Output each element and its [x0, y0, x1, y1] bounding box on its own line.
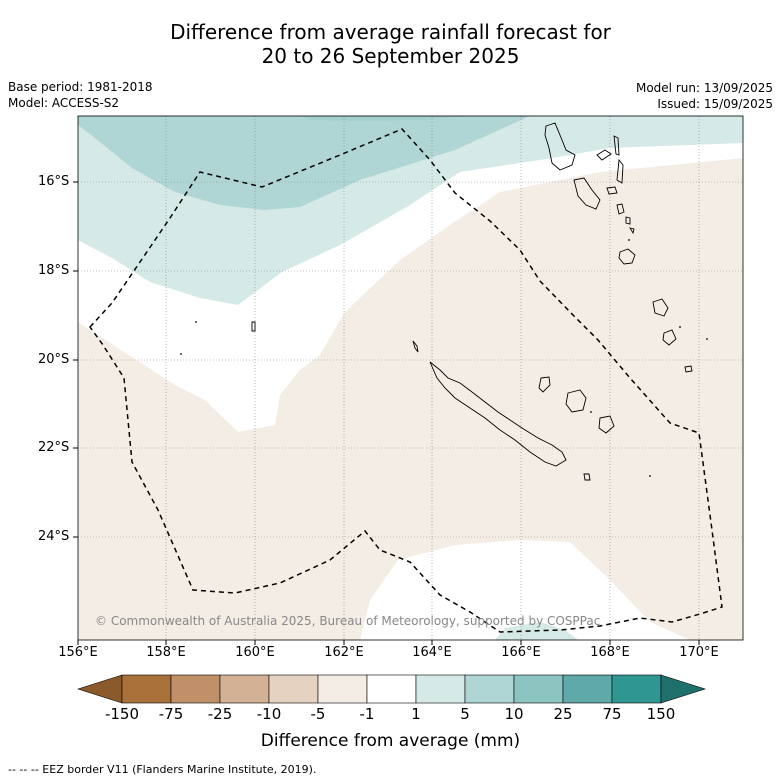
- epi-island: [616, 203, 625, 215]
- meta-right: Model run: 13/09/2025 Issued: 15/09/2025: [636, 80, 773, 112]
- colorbar-segment: [513, 674, 564, 704]
- pentecost-island: [616, 158, 624, 184]
- model-run: Model run: 13/09/2025: [635, 81, 773, 95]
- lat-label: 24°S: [38, 529, 70, 544]
- colorbar-segment: [317, 674, 368, 704]
- ambrym-island: [606, 186, 618, 195]
- lat-label: 22°S: [38, 440, 70, 455]
- colorbar-segment: [268, 674, 319, 704]
- small-islet: [195, 321, 197, 323]
- lifou-island: [565, 389, 587, 413]
- belep-islands: [412, 340, 419, 353]
- colorbar-tick-label: 25: [553, 705, 573, 723]
- small-islet: [706, 338, 708, 340]
- title-line-1: Difference from average rainfall forecas…: [170, 20, 611, 44]
- colorbar-tick-label: 5: [460, 705, 470, 723]
- lat-label: 18°S: [38, 263, 70, 278]
- colorbar-tick-label: 1: [411, 705, 421, 723]
- colorbar-tick-label: -10: [256, 705, 282, 723]
- colorbar-tick-label: 75: [602, 705, 622, 723]
- lon-label: 156°E: [58, 645, 98, 660]
- neutral-region-south: [360, 540, 690, 640]
- model-name: Model: ACCESS-S2: [8, 96, 120, 110]
- wet-region-10-25: [300, 116, 470, 121]
- title-line-2: 20 to 26 September 2025: [261, 44, 520, 68]
- colorbar-segment: [464, 674, 515, 704]
- small-islet: [628, 239, 630, 241]
- axis-ticks: [73, 181, 700, 645]
- small-islet: [590, 411, 592, 413]
- espiritu-santo-island: [544, 122, 576, 171]
- chart-title: Difference from average rainfall forecas…: [0, 20, 781, 68]
- colorbar-segment: [611, 674, 662, 704]
- ambae-island: [596, 149, 612, 161]
- graticule: [78, 116, 743, 640]
- efate-island: [618, 248, 636, 265]
- lat-label: 20°S: [38, 352, 70, 367]
- colorbar-tick-label: -150: [104, 705, 140, 723]
- lon-label: 166°E: [501, 645, 541, 660]
- colorbar-segment: [415, 674, 466, 704]
- lon-label: 170°E: [679, 645, 719, 660]
- tanna-island: [662, 329, 677, 346]
- base-period: Base period: 1981-2018: [8, 80, 153, 94]
- lat-label: 16°S: [38, 174, 70, 189]
- isle-of-pines: [583, 473, 591, 481]
- small-islet: [649, 475, 651, 477]
- colorbar-segment: [562, 674, 613, 704]
- rainfall-field: [78, 116, 743, 640]
- eez-border: [89, 128, 723, 633]
- colorbar-segment: [366, 674, 417, 704]
- lon-label: 168°E: [590, 645, 630, 660]
- colorbar-tick-label: 10: [504, 705, 524, 723]
- lon-label: 160°E: [235, 645, 275, 660]
- small-islet: [251, 321, 256, 332]
- lon-label: 158°E: [146, 645, 186, 660]
- shepherd-islands: [625, 216, 635, 235]
- issued-date: Issued: 15/09/2025: [657, 97, 773, 111]
- colorbar-tick-label: -5: [310, 705, 326, 723]
- ouvea-island: [538, 376, 551, 393]
- colorbar-tick-label: 150: [646, 705, 676, 723]
- mare-island: [598, 415, 615, 434]
- colorbar-tick-label: -25: [207, 705, 233, 723]
- malakula-island: [573, 177, 601, 210]
- new-caledonia-island: [429, 361, 567, 467]
- colorbar: [77, 674, 706, 704]
- eez-legend-note: -- -- -- EEZ border V11 (Flanders Marine…: [8, 763, 317, 776]
- colorbar-high-extend: [660, 674, 706, 704]
- copyright-notice: © Commonwealth of Australia 2025, Bureau…: [95, 614, 601, 628]
- lon-label: 164°E: [412, 645, 452, 660]
- colorbar-segment: [121, 674, 172, 704]
- lon-label: 162°E: [324, 645, 364, 660]
- colorbar-tick-label: -1: [359, 705, 375, 723]
- map-frame: [77, 115, 744, 641]
- maewo-island: [613, 135, 620, 156]
- erromango-island: [652, 298, 669, 317]
- meta-left: Base period: 1981-2018 Model: ACCESS-S2: [8, 79, 153, 111]
- colorbar-title: Difference from average (mm): [260, 731, 521, 751]
- colorbar-low-extend: [77, 674, 123, 704]
- small-islet: [679, 326, 681, 328]
- small-islet: [180, 353, 182, 355]
- colorbar-tick-label: -75: [158, 705, 184, 723]
- aneityum-island: [684, 365, 693, 373]
- colorbar-segment: [170, 674, 221, 704]
- colorbar-segment: [219, 674, 270, 704]
